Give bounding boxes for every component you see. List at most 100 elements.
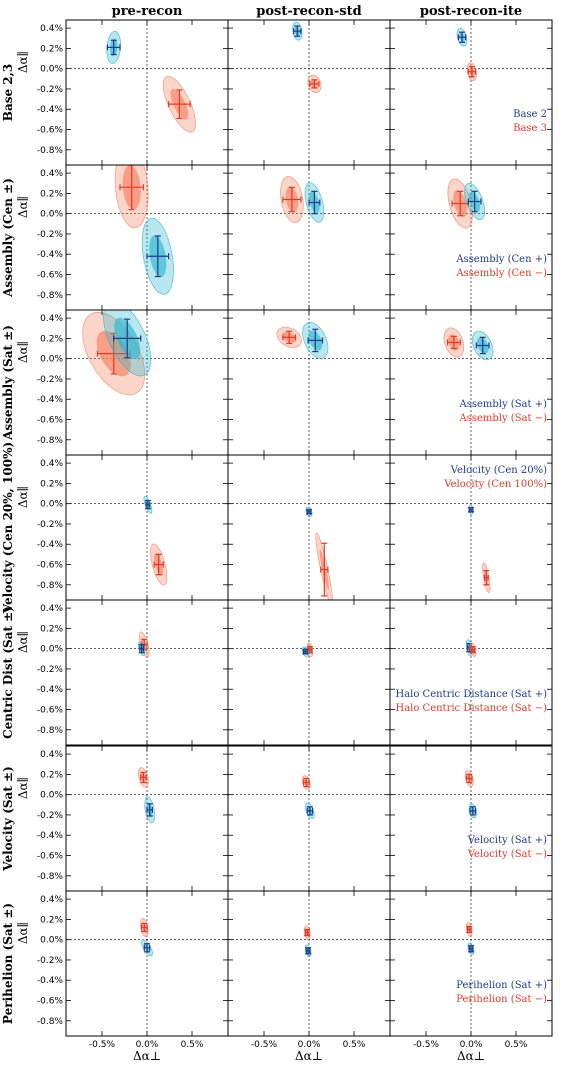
panel-row: Centric Dist (Sat ±) Δα∥ 0.4% 0.2% 0.0% -0.2%… [1,599,553,746]
y-tick-label: -0.6% [37,997,64,1007]
panel-plot-area [228,20,390,165]
legend: Velocity (Sat +) Velocity (Sat −) [467,835,547,860]
row-label: Base 2,3 [1,64,15,121]
y-tick-label: 0.0% [40,355,63,365]
x-tick-label: 0.0% [298,1040,321,1050]
y-tick-label: -0.8% [37,872,64,882]
legend-entry: Assembly (Cen +) [455,254,547,265]
panel [227,745,391,892]
panel-row: Velocity (Sat ±) Δα∥ 0.4% 0.2% 0.0% -0.2% -0.4… [1,745,553,892]
y-tick-label: 0.4% [40,169,63,179]
panel: 0.4% 0.2% 0.0% -0.2% -0.4% -0.6% -0.8% [37,454,229,601]
legend-entry: Assembly (Cen −) [455,268,547,279]
legend: Velocity (Cen 20%) Velocity (Cen 100%) [443,465,547,490]
y-tick-label: -0.2% [37,230,64,240]
legend-entry: Base 3 [513,123,547,134]
legend-entry: Halo Centric Distance (Sat +) [395,689,547,700]
panel: 0.4% 0.2% 0.0% -0.2% -0.4% -0.6% -0.8% [37,745,229,892]
y-axis-label: Δα∥ [16,196,30,218]
y-tick-label: 0.2% [40,479,63,489]
y-tick-label: -0.6% [37,561,64,571]
x-tick-label: -0.5% [413,1040,440,1050]
x-axis-label: Δα⊥ [295,1049,323,1063]
panel [227,19,391,166]
column-titles: pre-recon post-recon-std post-recon-ite [112,4,523,19]
panel-plot-area [66,310,228,455]
y-tick-label: -0.8% [37,291,64,301]
panel: Assembly (Cen +) Assembly (Cen −) [389,164,553,311]
y-axis-label: Δα∥ [16,777,30,799]
y-tick-label: 0.0% [40,645,63,655]
x-tick-label: 0.5% [343,1040,366,1050]
panel-row: Assembly (Sat ±) Δα∥ 0.4% 0.2% 0.0% -0.2% -0.4… [1,309,553,456]
y-tick-label: 0.2% [40,189,63,199]
panel [227,454,391,601]
panel-grid: Base 2,3Δα∥0.4%0.2%0.0%-0.2%-0.4%-0.6%-0… [1,19,553,1063]
panel-plot-area [66,20,228,165]
panel-plot-area [390,746,552,891]
panel-row: Assembly (Cen ±) Δα∥ 0.4% 0.2% 0.0% -0.2% -0.4… [1,164,553,311]
row-label: Centric Dist (Sat ±) [1,606,15,739]
y-tick-label: 0.0% [40,791,63,801]
panel-plot-area [390,891,552,1036]
y-tick-label: -0.4% [37,395,64,405]
y-tick-label: -0.6% [37,271,64,281]
legend-entry: Velocity (Cen 20%) [450,465,547,476]
panel: Base 2 Base 3 [389,19,553,166]
panel-plot-area [228,165,390,310]
y-tick-label: -0.8% [37,581,64,591]
row-label: Assembly (Sat ±) [1,325,15,441]
legend-entry: Assembly (Sat −) [458,413,547,424]
row-label: Perihelion (Sat ±) [1,903,15,1024]
panel-plot-area [390,600,552,745]
panel: Velocity (Cen 20%) Velocity (Cen 100%) [389,454,553,601]
panel: Halo Centric Distance (Sat +) Halo Centri… [389,599,553,746]
x-tick-label: 0.0% [136,1040,159,1050]
panel-plot-area [390,20,552,165]
panel-row: Perihelion (Sat ±) Δα∥ 0.4% 0.2% 0.0% -0.2% -0… [1,890,553,1063]
panel: -0.5% 0.0% 0.5%Δα⊥Perihelion (Sat +)Perihe… [389,890,553,1063]
legend: Assembly (Sat +) Assembly (Sat −) [458,399,547,424]
y-tick-label: -0.4% [37,976,64,986]
x-tick-label: -0.5% [89,1040,116,1050]
y-tick-label: -0.4% [37,540,64,550]
column-title: post-recon-ite [420,4,522,19]
panel: Assembly (Sat +) Assembly (Sat −) [389,309,553,456]
panel: -0.5% 0.0% 0.5% Δα⊥ [227,890,391,1063]
panel-plot-area [390,310,552,455]
panel-plot-area [66,165,228,310]
panel-plot-area [390,455,552,600]
y-tick-label: -0.2% [37,375,64,385]
y-tick-label: -0.6% [37,416,64,426]
legend-entry: Velocity (Cen 100%) [443,479,547,490]
x-axis-label: Δα⊥ [457,1049,485,1063]
panel: Velocity (Sat +) Velocity (Sat −) [389,745,553,892]
panel: 0.4% 0.2% 0.0% -0.2% -0.4% -0.6% -0.8% [37,19,229,166]
panel-plot-area [66,455,228,600]
panel-plot-area [66,746,228,891]
y-tick-label: 0.4% [40,24,63,34]
y-tick-label: 0.4% [40,314,63,324]
x-tick-label: 0.5% [505,1040,528,1050]
y-axis-label: Δα∥ [16,922,30,944]
panel-plot-area [228,600,390,745]
y-tick-label: 0.0% [40,500,63,510]
legend-entry: Velocity (Sat −) [467,849,547,860]
y-tick-label: 0.4% [40,604,63,614]
y-tick-label: -0.2% [37,956,64,966]
y-tick-label: 0.4% [40,750,63,760]
y-tick-label: -0.4% [37,831,64,841]
row-label: Velocity (Cen 20%, 100%) [1,442,15,614]
legend-entry: Halo Centric Distance (Sat −) [395,703,547,714]
y-axis-label: Δα∥ [16,51,30,73]
y-tick-label: -0.8% [37,436,64,446]
panel: 0.4% 0.2% 0.0% -0.2% -0.4% -0.6% -0.8% -0.5% 0.0… [37,890,229,1063]
y-tick-label: 0.0% [40,65,63,75]
row-label: Assembly (Cen ±) [1,178,15,298]
legend-entry: Perihelion (Sat −) [456,994,547,1005]
panel-row: Base 2,3Δα∥ 0.4% 0.2% 0.0% -0.2% -0.4% -0.6% -0… [1,19,553,166]
y-tick-label: -0.8% [37,726,64,736]
panel-plot-area [228,891,390,1036]
panel [227,599,391,746]
